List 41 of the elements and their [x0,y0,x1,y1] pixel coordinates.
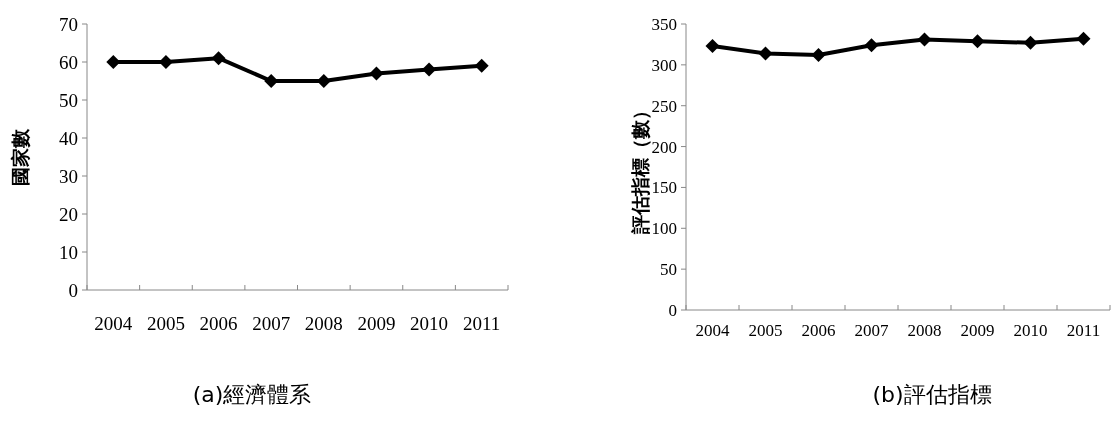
point [211,51,226,66]
x-tick-label: 2008 [907,321,942,340]
y-tick-label: 30 [59,165,78,187]
x-tick-label: 2011 [1066,321,1101,340]
y-tick-label: 50 [660,260,677,280]
y-tick-label: 300 [651,55,677,75]
text: (b)評估指標 [872,382,992,407]
x-tick-label: 2009 [357,313,396,334]
y-axis-title: 國家數 [9,127,31,186]
x-tick-label: 2007 [252,313,291,334]
point [106,55,121,69]
y-tick-label: 70 [59,13,78,35]
x-tick-label: 2010 [410,313,449,334]
x-tick-label: 2006 [199,313,238,334]
x-tick-label: 2009 [960,321,995,340]
y-tick-label: 60 [59,51,78,73]
x-tick-label: 2005 [748,321,783,340]
x-tick-label: 2010 [1013,321,1048,340]
x-tick-label: 2006 [801,321,836,340]
y-tick-label: 250 [651,96,677,116]
x-tick-label: 2004 [695,321,730,340]
y-tick-label: 200 [651,137,677,157]
y-axis-title: 評估指標（數） [629,100,651,235]
x-tick-label: 2004 [94,313,133,334]
y-tick-label: 40 [59,127,78,149]
y-tick-label: 0 [68,279,78,301]
point [369,66,384,81]
y-tick-label: 10 [59,241,78,263]
y-tick-label: 0 [668,300,677,320]
y-tick-label: 50 [59,89,78,111]
text: (a)經濟體系 [192,382,312,407]
point [474,58,489,73]
y-tick-label: 20 [59,203,78,225]
x-tick-label: 2008 [304,313,343,334]
x-tick-label: 2005 [146,313,185,334]
y-tick-label: 350 [651,14,677,34]
x-tick-label: 2011 [463,313,501,334]
point [422,62,437,77]
x-tick-label: 2007 [854,321,889,340]
y-tick-label: 150 [651,178,677,198]
y-tick-label: 100 [651,219,677,239]
